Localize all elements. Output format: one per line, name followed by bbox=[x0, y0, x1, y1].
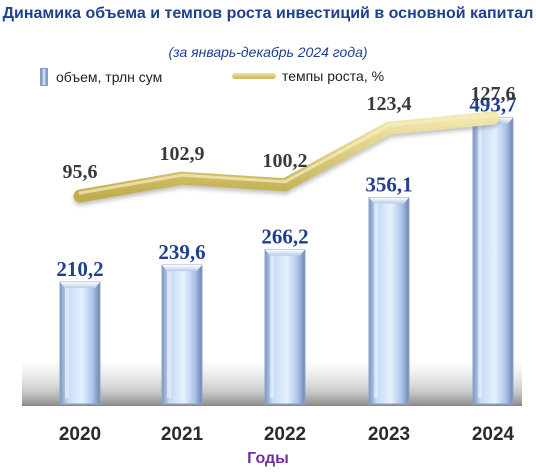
growth-rate-line bbox=[73, 111, 500, 203]
legend: объем, трлн сум темпы роста, % bbox=[0, 68, 536, 88]
growth-rate-label: 95,6 bbox=[63, 161, 98, 183]
bar-value-label: 266,2 bbox=[261, 225, 308, 249]
x-tick-label: 2024 bbox=[472, 424, 515, 445]
bar-top-bevel bbox=[265, 249, 305, 256]
growth-rate-line-highlight bbox=[78, 113, 495, 195]
legend-label-volume: объем, трлн сум bbox=[56, 69, 163, 85]
legend-label-growth: темпы роста, % bbox=[282, 68, 385, 84]
x-axis-title: Годы bbox=[247, 450, 289, 467]
growth-rate-label: 127,6 bbox=[471, 83, 516, 105]
bar-highlight bbox=[65, 288, 69, 398]
x-tick-label: 2023 bbox=[368, 424, 410, 445]
bar-2020 bbox=[59, 281, 101, 405]
bar-highlight bbox=[270, 255, 274, 398]
x-tick-label: 2022 bbox=[264, 424, 306, 445]
bar-top-bevel bbox=[60, 282, 100, 289]
bar-2024 bbox=[472, 117, 514, 405]
legend-item-growth: темпы роста, % bbox=[232, 68, 384, 84]
legend-line-swatch bbox=[232, 73, 276, 79]
growth-rate-label: 100,2 bbox=[263, 150, 308, 172]
bar-highlight bbox=[478, 123, 482, 398]
bar-2021 bbox=[161, 264, 203, 405]
bar-value-label: 210,2 bbox=[56, 257, 103, 281]
bar-value-label: 239,6 bbox=[158, 240, 205, 264]
chart-subtitle: (за январь-декабрь 2024 года) bbox=[168, 44, 368, 60]
bar-top-bevel bbox=[369, 197, 409, 204]
legend-item-volume: объем, трлн сум bbox=[40, 68, 162, 86]
chart-title: Динамика объема и темпов роста инвестици… bbox=[2, 5, 534, 22]
growth-rate-label: 102,9 bbox=[160, 143, 205, 165]
bar-2022 bbox=[264, 249, 306, 405]
growth-rate-label: 123,4 bbox=[367, 93, 412, 115]
bar-highlight bbox=[374, 203, 378, 398]
bar-top-bevel bbox=[162, 265, 202, 272]
x-tick-label: 2021 bbox=[161, 424, 204, 445]
bar-value-label: 493,7 bbox=[469, 93, 516, 117]
x-tick-label: 2020 bbox=[59, 424, 101, 445]
bar-2023 bbox=[368, 196, 410, 405]
bar-value-label: 356,1 bbox=[365, 172, 412, 196]
legend-bar-swatch bbox=[40, 68, 48, 86]
bar-highlight bbox=[167, 271, 171, 398]
